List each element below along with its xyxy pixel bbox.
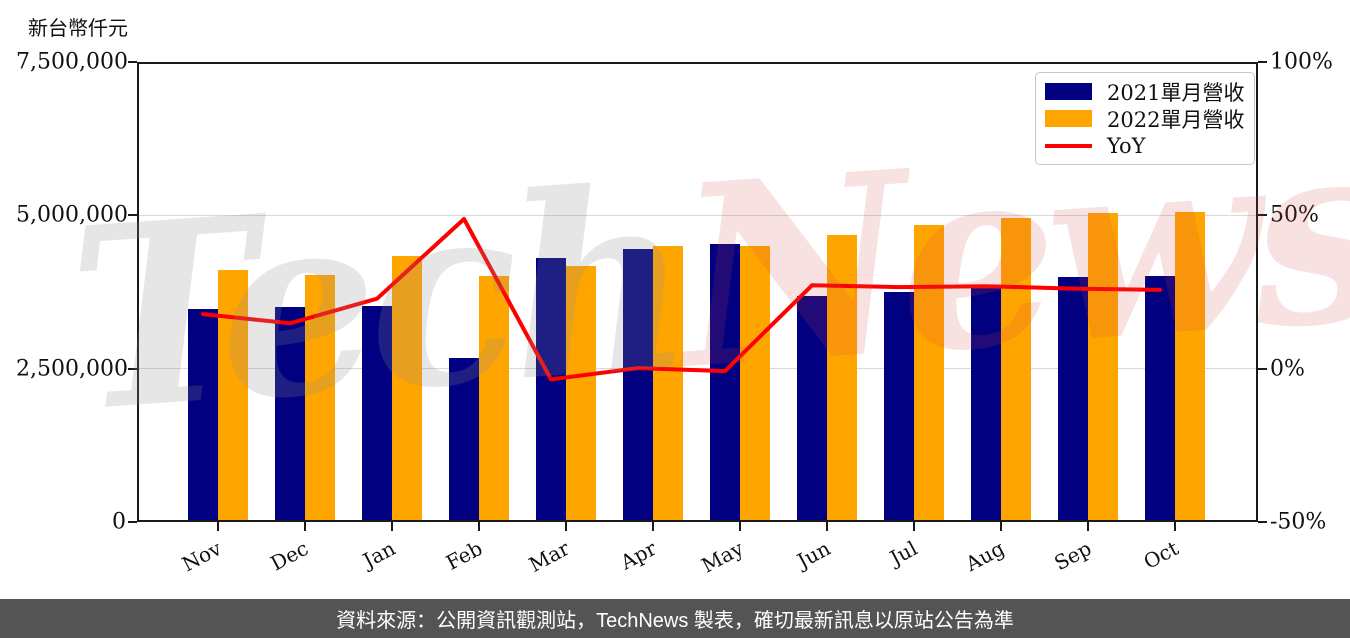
x-tick-label-mar: Mar bbox=[524, 536, 574, 577]
legend-swatch-2021 bbox=[1045, 83, 1092, 100]
x-tick-mark-apr bbox=[652, 522, 654, 531]
bar-2022-may bbox=[740, 245, 770, 522]
bar-2022-nov bbox=[218, 269, 248, 522]
x-tick-label-jul: Jul bbox=[885, 536, 922, 571]
x-tick-mark-feb bbox=[478, 522, 480, 531]
bar-2021-dec bbox=[275, 307, 305, 522]
bar-2021-sep bbox=[1058, 277, 1088, 522]
x-tick-mark-dec bbox=[304, 522, 306, 531]
plot-area bbox=[137, 62, 1258, 522]
legend-swatch-yoy bbox=[1045, 143, 1092, 148]
bar-2021-jan bbox=[362, 305, 392, 522]
legend: 2021單月營收 2022單月營收 YoY bbox=[1035, 72, 1255, 165]
bar-2022-jan bbox=[392, 256, 422, 522]
footer-bar: 資料來源：公開資訊觀測站，TechNews 製表，確切最新訊息以原站公告為準 bbox=[0, 599, 1350, 638]
legend-label-2022: 2022單月營收 bbox=[1107, 107, 1245, 132]
bar-2021-nov bbox=[188, 308, 218, 522]
bar-2022-feb bbox=[479, 275, 509, 522]
right-tick-label-0: 0% bbox=[1270, 356, 1305, 382]
x-tick-label-may: May bbox=[697, 536, 748, 578]
bar-2021-aug bbox=[971, 284, 1001, 522]
right-tick-label-50: 50% bbox=[1270, 202, 1319, 228]
bar-2022-mar bbox=[566, 266, 596, 522]
left-tick-mark-0 bbox=[128, 521, 137, 523]
right-tick-label-100: 100% bbox=[1270, 49, 1333, 75]
x-tick-label-dec: Dec bbox=[266, 536, 313, 576]
legend-item-yoy: YoY bbox=[1036, 133, 1254, 159]
legend-label-2021: 2021單月營收 bbox=[1107, 80, 1245, 105]
x-tick-mark-oct bbox=[1174, 522, 1176, 531]
legend-item-2021: 2021單月營收 bbox=[1036, 79, 1254, 105]
legend-label-yoy: YoY bbox=[1107, 133, 1146, 158]
x-tick-mark-aug bbox=[1000, 522, 1002, 531]
x-tick-mark-jul bbox=[913, 522, 915, 531]
right-tick-mark-0 bbox=[1258, 367, 1267, 370]
x-tick-label-aug: Aug bbox=[961, 536, 1009, 577]
left-tick-mark-5000000 bbox=[128, 214, 137, 217]
x-tick-label-oct: Oct bbox=[1139, 536, 1183, 574]
bar-2022-oct bbox=[1175, 212, 1205, 522]
bar-2021-feb bbox=[449, 357, 479, 522]
left-tick-label-2500000: 2,500,000 bbox=[16, 356, 128, 382]
bar-2022-apr bbox=[653, 246, 683, 522]
left-tick-mark-2500000 bbox=[128, 367, 137, 370]
x-tick-label-apr: Apr bbox=[616, 536, 661, 575]
left-tick-mark-7500000 bbox=[128, 61, 137, 63]
left-tick-label-0: 0 bbox=[112, 509, 126, 535]
bar-2022-aug bbox=[1001, 218, 1031, 522]
footer-source-text: 資料來源：公開資訊觀測站，TechNews 製表，確切最新訊息以原站公告為準 bbox=[336, 610, 1014, 632]
x-tick-mark-may bbox=[739, 522, 741, 531]
bar-2021-mar bbox=[536, 258, 566, 522]
gridline-5000000 bbox=[137, 214, 1258, 217]
x-tick-label-feb: Feb bbox=[441, 536, 487, 575]
x-tick-mark-nov bbox=[217, 522, 219, 531]
bar-2021-may bbox=[710, 243, 740, 522]
legend-swatch-2022 bbox=[1045, 110, 1092, 127]
bar-2021-oct bbox=[1145, 276, 1175, 522]
x-tick-label-nov: Nov bbox=[177, 536, 226, 577]
x-tick-mark-jun bbox=[826, 522, 828, 531]
x-tick-mark-sep bbox=[1087, 522, 1089, 531]
x-tick-label-sep: Sep bbox=[1050, 536, 1096, 576]
bar-2021-apr bbox=[623, 248, 653, 522]
x-tick-label-jun: Jun bbox=[793, 536, 835, 574]
right-tick-mark-100 bbox=[1258, 61, 1267, 63]
bar-2021-jun bbox=[797, 296, 827, 522]
bar-2022-sep bbox=[1088, 212, 1118, 522]
legend-item-2022: 2022單月營收 bbox=[1036, 106, 1254, 132]
bar-2022-jun bbox=[827, 234, 857, 522]
bar-2022-jul bbox=[914, 225, 944, 522]
x-tick-mark-mar bbox=[565, 522, 567, 531]
right-tick-mark--50 bbox=[1258, 521, 1267, 523]
right-tick-mark-50 bbox=[1258, 214, 1267, 217]
yoy-line bbox=[201, 217, 1162, 382]
yoy-line-layer bbox=[201, 217, 1162, 382]
right-tick-label--50: -50% bbox=[1270, 509, 1327, 535]
y-axis-unit-label: 新台幣仟元 bbox=[28, 16, 128, 40]
x-tick-mark-jan bbox=[391, 522, 393, 531]
x-tick-label-jan: Jan bbox=[359, 536, 400, 573]
bar-2021-jul bbox=[884, 291, 914, 522]
left-tick-label-7500000: 7,500,000 bbox=[16, 49, 128, 75]
left-tick-label-5000000: 5,000,000 bbox=[16, 202, 128, 228]
